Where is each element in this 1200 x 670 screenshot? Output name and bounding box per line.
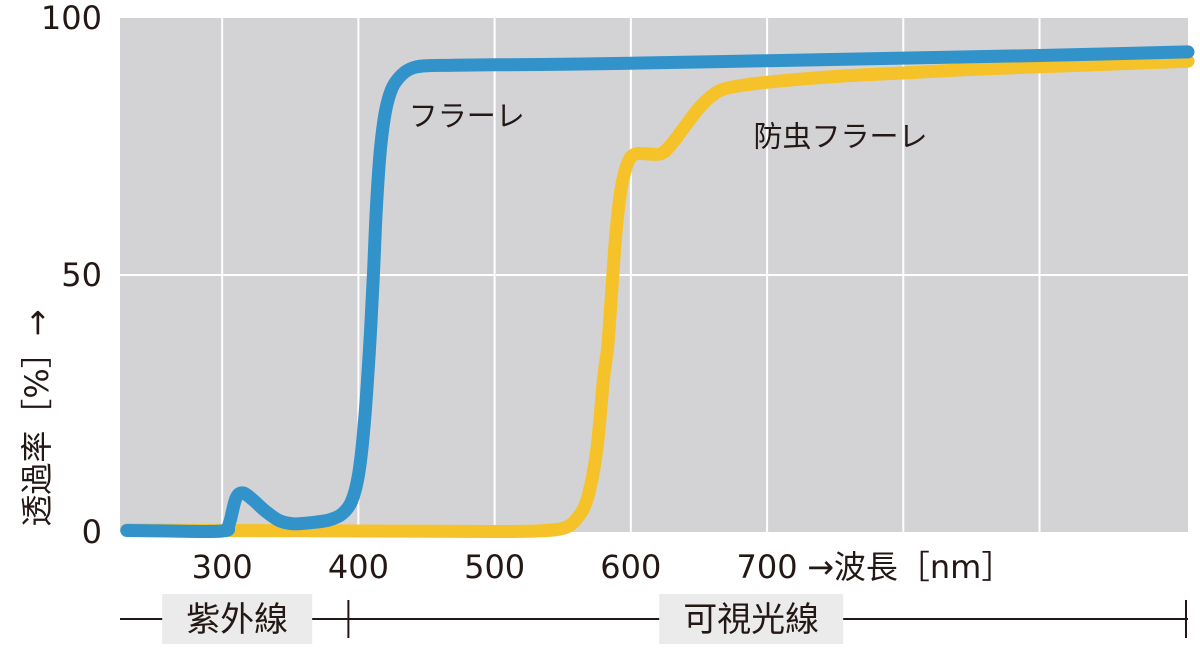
y-axis-title: 透過率［%］→	[18, 309, 56, 526]
region-bar: 紫外線 可視光線	[120, 594, 1188, 644]
y-tick-label-0: 0	[82, 513, 102, 551]
x-tick-labels: 300 400 500 600 700	[192, 548, 798, 586]
series-label-fullare: フラーレ	[409, 99, 525, 133]
y-tick-label-50: 50	[61, 256, 102, 294]
series-lines	[120, 45, 1195, 539]
region-label-background-visible	[659, 594, 844, 644]
x-axis-title: →波長［nm］	[807, 548, 1013, 586]
x-tick-label-300: 300	[192, 548, 253, 586]
region-label-visible: 可視光線	[683, 600, 819, 640]
series-line-1	[120, 54, 1195, 538]
x-tick-label-500: 500	[464, 548, 525, 586]
series-label-insect-fullare: 防虫フラーレ	[753, 120, 927, 154]
x-tick-label-700: 700	[737, 548, 798, 586]
region-label-uv: 紫外線	[186, 600, 288, 640]
y-tick-labels: 0 50 100	[41, 0, 102, 551]
gridlines	[120, 18, 1188, 532]
region-label-background-uv	[162, 594, 313, 644]
series-line-0	[120, 45, 1195, 539]
y-tick-label-100: 100	[41, 0, 102, 37]
x-tick-label-600: 600	[600, 548, 661, 586]
x-tick-label-400: 400	[328, 548, 389, 586]
